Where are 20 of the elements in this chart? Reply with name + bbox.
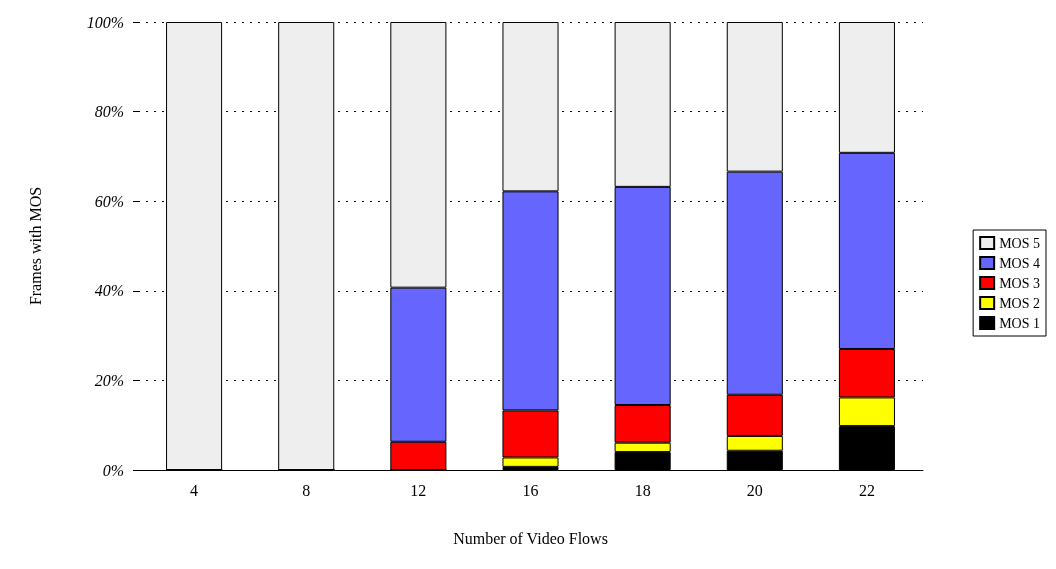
y-axis-title: Frames with MOS [26, 186, 44, 306]
legend-label: MOS 1 [999, 315, 1041, 331]
y-tick-label: 20% [94, 371, 124, 389]
y-tick-label: 0% [102, 461, 124, 479]
legend-label: MOS 4 [999, 255, 1041, 271]
legend-label: MOS 3 [999, 275, 1041, 291]
x-tick-label: 8 [302, 481, 311, 499]
legend-label: MOS 2 [999, 295, 1041, 311]
x-tick-label: 18 [634, 481, 651, 499]
x-axis-title: Number of Video Flows [453, 529, 608, 547]
legend-label: MOS 5 [999, 235, 1041, 251]
x-tick-label: 4 [190, 481, 199, 499]
x-tick-label: 22 [858, 481, 875, 499]
y-tick-label: 60% [94, 192, 124, 210]
y-tick-label: 80% [94, 103, 124, 121]
x-tick-label: 20 [746, 481, 763, 499]
x-tick-label: 16 [522, 481, 539, 499]
y-tick-label: 40% [94, 282, 124, 300]
y-tick-label: 100% [86, 13, 124, 31]
x-tick-label: 12 [410, 481, 427, 499]
